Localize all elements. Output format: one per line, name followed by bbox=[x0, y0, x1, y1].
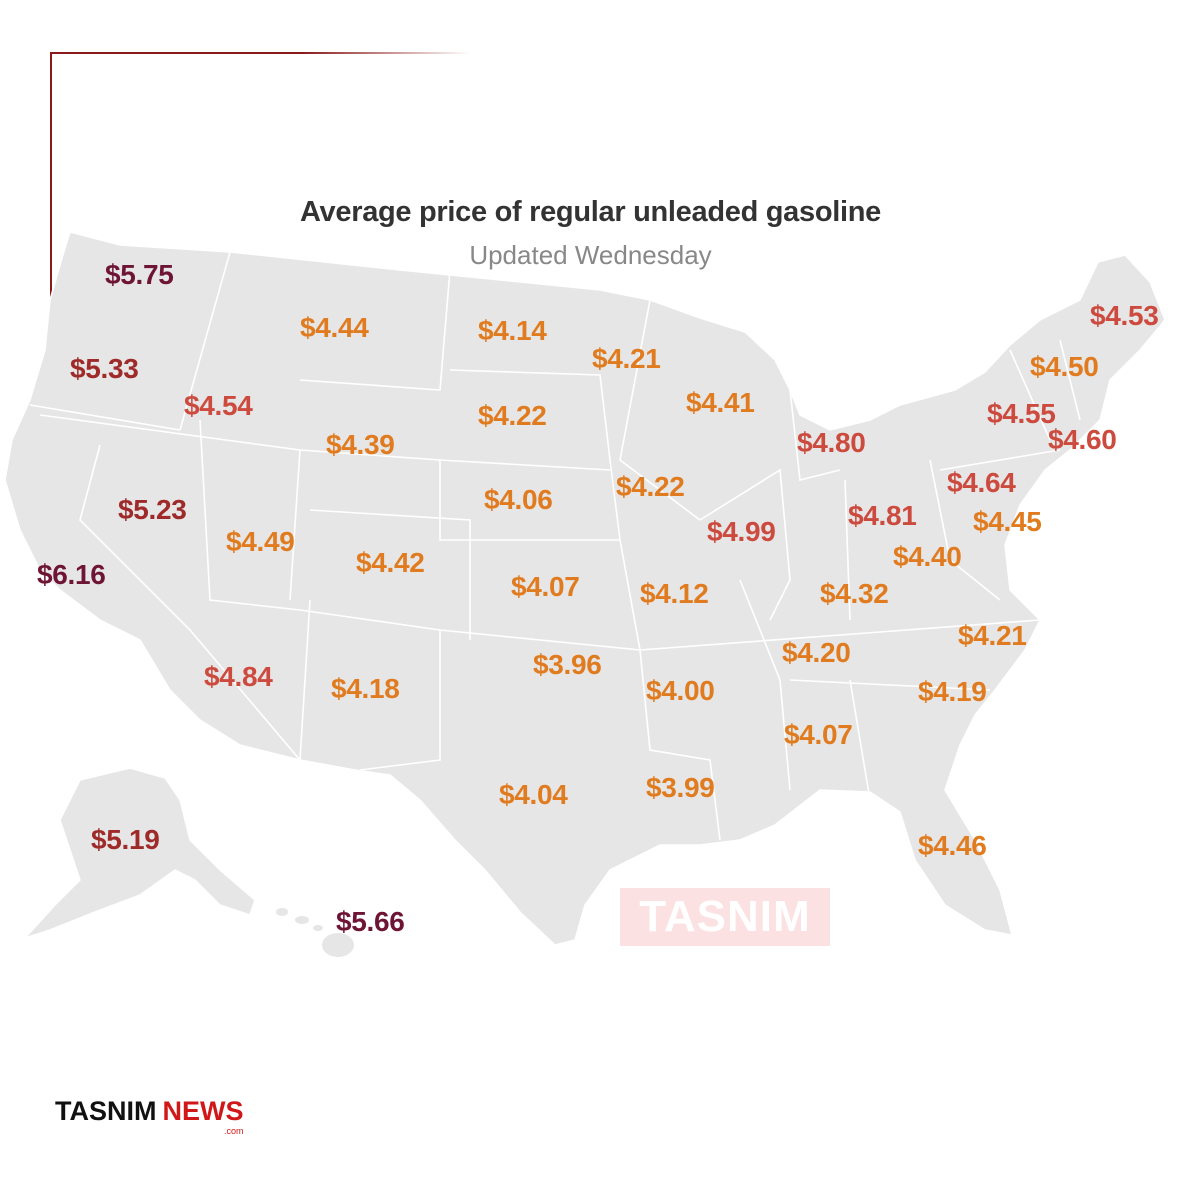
state-borders bbox=[29, 251, 1081, 841]
frame-line-top bbox=[50, 52, 470, 54]
price-label: $4.18 bbox=[331, 673, 400, 704]
price-label: $4.53 bbox=[1090, 300, 1159, 331]
brand-logo-part: NEWS bbox=[162, 1096, 244, 1126]
price-label: $3.96 bbox=[533, 649, 602, 680]
watermark-logo: TASNIM bbox=[620, 888, 830, 946]
contiguous-us-shape bbox=[4, 231, 1166, 946]
price-label: $5.66 bbox=[336, 906, 405, 937]
price-label: $4.60 bbox=[1048, 424, 1117, 455]
hawaii-island bbox=[322, 933, 354, 957]
price-label: $4.20 bbox=[782, 637, 851, 668]
price-label: $4.44 bbox=[300, 312, 369, 343]
brand-logo-part: TASNIM bbox=[55, 1096, 157, 1126]
hawaii-island bbox=[313, 925, 323, 931]
price-label: $5.75 bbox=[105, 259, 174, 290]
price-label: $4.42 bbox=[356, 547, 425, 578]
price-label: $6.16 bbox=[37, 559, 106, 590]
price-label: $4.21 bbox=[592, 343, 661, 374]
price-label: $4.64 bbox=[947, 467, 1016, 498]
price-label: $4.80 bbox=[797, 427, 866, 458]
price-label: $4.06 bbox=[484, 484, 553, 515]
hawaii-island bbox=[276, 908, 288, 916]
price-label: $4.32 bbox=[820, 578, 889, 609]
price-label: $4.81 bbox=[848, 500, 917, 531]
price-label: $5.33 bbox=[70, 353, 139, 384]
price-label: $4.22 bbox=[616, 471, 685, 502]
price-label: $5.23 bbox=[118, 494, 187, 525]
map-title: Average price of regular unleaded gasoli… bbox=[299, 196, 881, 228]
price-label: $4.12 bbox=[640, 578, 709, 609]
price-label: $3.99 bbox=[646, 772, 715, 803]
price-label: $4.21 bbox=[958, 620, 1027, 651]
price-label: $4.39 bbox=[326, 429, 395, 460]
price-label: $4.41 bbox=[686, 387, 755, 418]
price-label: $4.46 bbox=[918, 830, 987, 861]
hawaii-island bbox=[295, 916, 309, 924]
price-label: $4.00 bbox=[646, 675, 715, 706]
price-label: $4.14 bbox=[478, 315, 547, 346]
price-label: $4.99 bbox=[707, 516, 776, 547]
price-label: $4.50 bbox=[1030, 351, 1099, 382]
price-label: $4.49 bbox=[226, 526, 295, 557]
price-label: $5.19 bbox=[91, 824, 160, 855]
price-label: $4.22 bbox=[478, 400, 547, 431]
brand-logo: TASNIM NEWS .com bbox=[55, 1096, 244, 1136]
price-label: $4.04 bbox=[499, 779, 568, 810]
brand-logo-part: .com bbox=[223, 1126, 244, 1136]
frame-line-left bbox=[50, 52, 52, 472]
price-label: $4.07 bbox=[511, 571, 580, 602]
price-label: $4.54 bbox=[184, 390, 253, 421]
price-label: $4.19 bbox=[918, 676, 987, 707]
price-label: $4.40 bbox=[893, 541, 962, 572]
price-label: $4.84 bbox=[204, 661, 273, 692]
alaska-shape bbox=[22, 767, 256, 940]
price-label: $4.45 bbox=[973, 506, 1042, 537]
price-label: $4.55 bbox=[987, 398, 1056, 429]
map-subtitle: Updated Wednesday bbox=[469, 240, 712, 270]
price-label: $4.07 bbox=[784, 719, 853, 750]
